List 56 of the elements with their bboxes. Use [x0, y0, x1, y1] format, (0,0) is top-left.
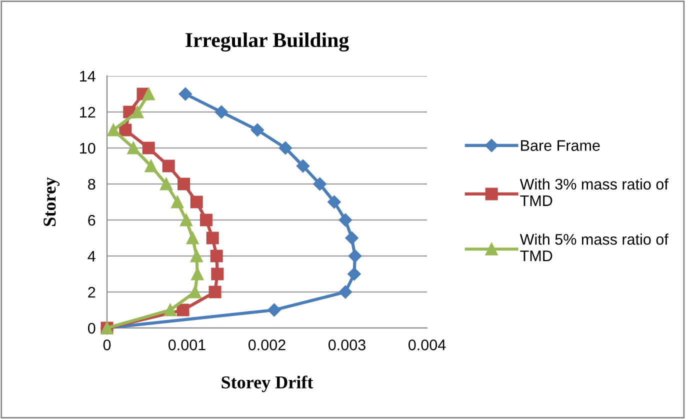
x-tick-label: 0.002 [248, 340, 286, 350]
point [345, 231, 358, 245]
point [186, 232, 199, 244]
point [191, 268, 204, 280]
legend-label: With 5% mass ratio of TMD [520, 234, 668, 262]
y-tick-label: 12 [80, 106, 96, 118]
point [200, 214, 212, 226]
y-tick-label: 14 [80, 71, 96, 82]
point [296, 159, 310, 173]
point [160, 178, 172, 190]
point [178, 178, 190, 190]
x-tick-label: 0.003 [328, 340, 366, 350]
point [190, 250, 203, 262]
point [211, 268, 224, 280]
point [210, 250, 223, 262]
point [313, 177, 326, 191]
point [206, 232, 219, 244]
y-tick-label: 8 [88, 178, 96, 190]
point [188, 286, 202, 298]
point [144, 160, 158, 172]
y-tick-label: 10 [80, 142, 96, 154]
point [107, 124, 120, 136]
point [214, 105, 228, 119]
point [190, 196, 203, 208]
point [171, 196, 184, 208]
point [338, 213, 352, 227]
point [208, 286, 222, 298]
y-tick-label: 2 [88, 286, 96, 298]
point [164, 304, 176, 316]
point [278, 141, 292, 155]
point [176, 304, 190, 316]
y-axis-title: Storey [44, 177, 60, 226]
point [178, 87, 192, 101]
point [268, 303, 281, 317]
point [338, 285, 352, 299]
point [348, 267, 361, 281]
y-tick-label: 4 [88, 251, 96, 262]
x-tick-label: 0.001 [168, 340, 206, 350]
x-tick-label: 0 [103, 340, 111, 350]
point [328, 195, 341, 209]
y-tick-label: 6 [88, 214, 96, 226]
legend-label: Bare Frame [521, 140, 600, 151]
point [250, 123, 264, 137]
point [162, 160, 175, 172]
chart-title: Irregular Building [186, 32, 349, 52]
y-tick-label: 0 [88, 322, 96, 334]
point [180, 214, 192, 226]
point [348, 249, 362, 263]
legend-label: With 3% mass ratio of TMD [520, 178, 668, 206]
x-axis-title: Storey Drift [222, 376, 314, 392]
point [142, 88, 155, 100]
point [142, 142, 155, 154]
point [127, 142, 140, 154]
point [119, 124, 132, 136]
point [131, 106, 144, 118]
x-tick-label: 0.004 [408, 340, 446, 350]
